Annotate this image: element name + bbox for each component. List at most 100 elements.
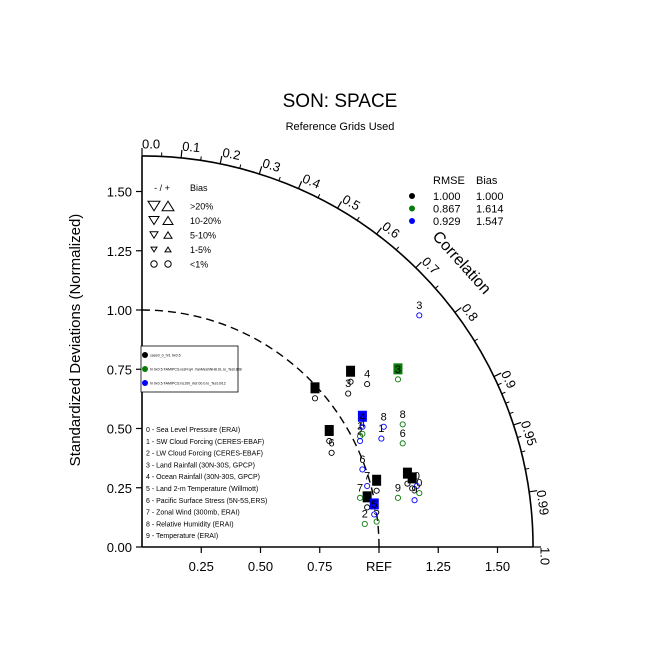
correlation-arc — [141, 155, 534, 548]
case-legend-name: case0_0_hr1 9x0.5 — [150, 354, 181, 358]
chart-subtitle: Reference Grids Used — [286, 121, 395, 133]
case-legend-name: hi 0x0.5 FAMIPCS.resFrq4 .YanMeshNH8.0L.… — [150, 368, 242, 372]
data-point-marker — [416, 312, 423, 319]
x-tick-label: REF — [366, 559, 392, 574]
data-point-label: 0 — [416, 478, 422, 490]
bias-legend-sign: - / + — [154, 183, 170, 193]
bias-legend-row: 5-10% — [190, 231, 216, 241]
case-legend-dot — [142, 366, 148, 372]
data-point: 9 — [407, 472, 417, 492]
y-axis-label: Standardized Deviations (Normalized) — [67, 214, 84, 467]
data-point: 3 — [416, 300, 423, 319]
data-point: 2 — [346, 365, 356, 385]
correlation-minor-tick — [525, 467, 530, 470]
data-point-marker — [328, 449, 335, 456]
correlation-tick-label: 0.9 — [498, 368, 519, 391]
data-point-marker — [364, 381, 371, 388]
correlation-minor-tick — [239, 164, 242, 169]
correlation-minor-tick — [356, 216, 360, 221]
stats-bias: 1.614 — [476, 204, 504, 216]
y-tick-label: 0.50 — [107, 422, 132, 437]
correlation-minor-tick — [497, 382, 502, 386]
data-point-marker — [345, 390, 352, 397]
data-point-label: 8 — [400, 409, 406, 421]
data-point-label: 5 — [371, 499, 377, 511]
variable-legend-item: 5 - Land 2-m Temperature (Willmott) — [146, 486, 258, 493]
correlation-tick — [529, 490, 538, 493]
data-point: 9 — [395, 482, 401, 501]
data-point-label: 7 — [374, 475, 380, 487]
data-point-label: 0 — [404, 468, 410, 480]
bias-up-triangle-icon — [164, 246, 172, 253]
data-point-marker — [413, 482, 420, 490]
data-point-marker — [380, 423, 387, 430]
correlation-minor-tick — [200, 156, 202, 161]
correlation-tick — [297, 181, 303, 189]
correlation-minor-tick — [278, 176, 281, 181]
data-point: 0 — [413, 471, 420, 490]
data-point-marker — [359, 466, 366, 473]
data-point-label: 9 — [409, 473, 415, 485]
data-point-box — [310, 382, 320, 394]
data-point-label: 9 — [411, 485, 417, 497]
correlation-minor-tick — [317, 193, 321, 199]
x-tick-label: 0.75 — [307, 559, 332, 574]
case-legend-box — [140, 345, 239, 393]
correlation-tick — [493, 372, 502, 378]
correlation-tick — [337, 201, 343, 209]
bias-up-triangle-icon — [161, 200, 175, 212]
stats-header-bias: Bias — [476, 175, 498, 187]
data-point-box — [362, 491, 372, 503]
data-point: 1 — [378, 423, 384, 442]
x-tick-label: 1.50 — [485, 559, 510, 574]
correlation-tick-label: 1.0 — [538, 547, 553, 565]
data-point-marker — [404, 480, 411, 487]
y-tick-label: 0.00 — [107, 540, 132, 555]
data-point-label: 2 — [362, 508, 368, 520]
bias-down-triangle-icon — [149, 231, 159, 240]
data-point-marker — [416, 490, 423, 497]
y-tick-label: 0.25 — [107, 481, 132, 496]
data-point-marker — [364, 504, 371, 511]
correlation-tick — [415, 261, 422, 269]
correlation-minor-tick — [434, 285, 439, 289]
x-tick-label: 0.25 — [189, 559, 214, 574]
data-point: 7 — [364, 471, 370, 490]
variable-legend-item: 2 - LW Cloud Forcing (CERES-EBAF) — [146, 451, 263, 458]
correlation-tick — [513, 421, 522, 426]
data-point-label: 6 — [329, 437, 335, 449]
data-point: 8 — [400, 409, 406, 428]
stats-bias: 1.000 — [476, 191, 504, 203]
bias-legend-row: >20% — [190, 202, 213, 212]
data-point-label: 2 — [357, 425, 363, 437]
variable-legend-item: 1 - SW Cloud Forcing (CERES-EBAF) — [146, 439, 264, 446]
data-point-marker — [356, 437, 364, 445]
data-point-marker — [371, 511, 378, 518]
bias-up-triangle-icon — [162, 215, 174, 225]
correlation-minor-tick — [517, 435, 522, 438]
stats-bias: 1.547 — [476, 216, 504, 228]
data-point-label: 6 — [400, 428, 406, 440]
data-point-marker — [347, 378, 354, 385]
bias-legend-row: 10-20% — [190, 216, 221, 226]
reference-arc — [141, 309, 380, 548]
data-point-marker — [356, 494, 364, 501]
y-tick-label: 1.25 — [107, 244, 132, 259]
correlation-tick-label: 0.1 — [182, 139, 201, 156]
correlation-tick-label: 0.4 — [300, 171, 323, 192]
data-point-label: 3 — [345, 378, 351, 390]
correlation-minor-tick — [505, 401, 510, 404]
correlation-minor-tick — [395, 246, 400, 251]
data-point-box — [407, 472, 417, 484]
variable-legend-item: 4 - Ocean Rainfall (30N-30S, GPCP) — [146, 474, 260, 481]
x-tick-label: 1.25 — [426, 559, 451, 574]
stats-rmse: 0.867 — [433, 204, 461, 216]
bias-legend-row: 1-5% — [190, 245, 211, 255]
data-point-label: 9 — [395, 482, 401, 494]
bias-legend-title: Bias — [190, 183, 208, 193]
data-point: 0 — [402, 467, 412, 487]
data-point-marker — [359, 430, 366, 437]
chart-title: SON: SPACE — [283, 91, 398, 112]
case-legend-dot — [142, 352, 148, 358]
correlation-tick — [376, 227, 382, 235]
